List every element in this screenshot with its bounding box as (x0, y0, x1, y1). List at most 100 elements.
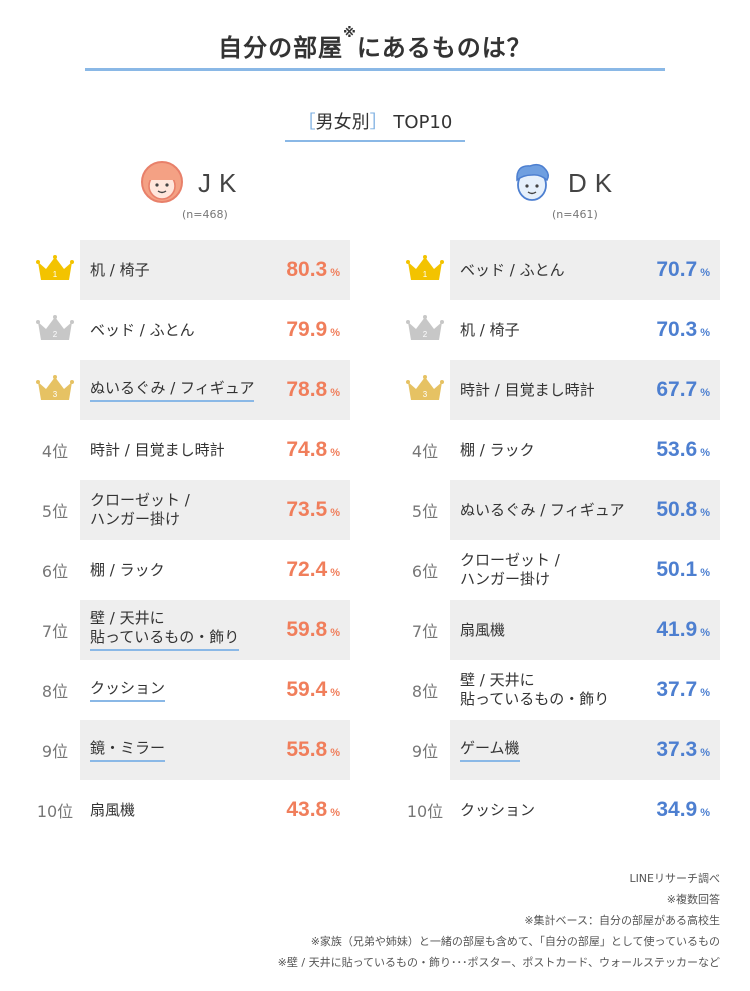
rank-label: 4位 (41, 442, 69, 461)
item-label: ベッド / ふとん (460, 260, 565, 279)
percent-value: 67.7% (656, 378, 710, 401)
rank-cell: 3 (30, 360, 80, 420)
item-cell: 壁 / 天井に 貼っているもの・飾り 59.8% (80, 600, 350, 660)
rank-cell: 5位 (30, 480, 80, 540)
item-label: 扇風機 (90, 800, 136, 819)
item-cell: ぬいるぐみ / フィギュア 78.8% (80, 360, 350, 420)
rank-cell: 7位 (30, 600, 80, 660)
table-row: 9位 鏡・ミラー 55.8% (30, 720, 360, 780)
percent-value: 43.8% (286, 798, 340, 821)
rank-cell: 3 (400, 360, 450, 420)
rank-label: 10位 (406, 802, 444, 821)
dk-sample-size: (n=461) (552, 208, 598, 221)
table-row: 4位 棚 / ラック 53.6% (400, 420, 730, 480)
percent-value: 41.9% (656, 618, 710, 641)
item-label: クローゼット / ハンガー掛け (460, 551, 560, 588)
item-cell: 机 / 椅子 80.3% (80, 240, 350, 300)
item-cell: ぬいるぐみ / フィギュア 50.8% (450, 480, 720, 540)
table-row: 9位 ゲーム機 37.3% (400, 720, 730, 780)
item-label: ぬいるぐみ / フィギュア (460, 500, 625, 519)
item-cell: 棚 / ラック 53.6% (450, 420, 720, 480)
table-row: 8位 壁 / 天井に 貼っているもの・飾り 37.7% (400, 660, 730, 720)
percent-value: 59.8% (286, 618, 340, 641)
rank-label: 5位 (41, 502, 69, 521)
svg-text:1: 1 (423, 270, 428, 279)
rank-cell: 9位 (400, 720, 450, 780)
svg-text:2: 2 (53, 330, 58, 339)
rank-cell: 4位 (400, 420, 450, 480)
rank-label: 6位 (411, 562, 439, 581)
footnote: ※集計ベース：自分の部屋がある高校生 (524, 914, 720, 927)
percent-value: 73.5% (286, 498, 340, 521)
percent-value: 37.7% (656, 678, 710, 701)
item-cell: 鏡・ミラー 55.8% (80, 720, 350, 780)
table-row: 3 ぬいるぐみ / フィギュア 78.8% (30, 360, 360, 420)
item-label: 壁 / 天井に 貼っているもの・飾り (460, 671, 610, 708)
percent-value: 74.8% (286, 438, 340, 461)
footnote: ※家族（兄弟や姉妹）と一緒の部屋も含めて、「自分の部屋」として使っているもの (310, 935, 720, 948)
rank-label: 8位 (411, 682, 439, 701)
subtitle-underline (285, 140, 465, 142)
table-row: 8位 クッション 59.4% (30, 660, 360, 720)
rank-cell: 4位 (30, 420, 80, 480)
percent-value: 70.7% (656, 258, 710, 281)
item-label: 時計 / 目覚まし時計 (90, 440, 225, 459)
item-label: ゲーム機 (460, 720, 640, 780)
rank-cell: 9位 (30, 720, 80, 780)
silver-crown-icon: 2 (36, 314, 74, 346)
percent-value: 79.9% (286, 318, 340, 341)
rank-cell: 10位 (30, 780, 80, 840)
silver-crown-icon: 2 (406, 314, 444, 346)
item-cell: 壁 / 天井に 貼っているもの・飾り 37.7% (450, 660, 720, 720)
item-label: 扇風機 (460, 620, 506, 639)
item-cell: ゲーム機 37.3% (450, 720, 720, 780)
item-label: 壁 / 天井に 貼っているもの・飾り (90, 600, 270, 660)
bronze-crown-icon: 3 (36, 374, 74, 406)
table-row: 2 ベッド / ふとん 79.9% (30, 300, 360, 360)
footnote: ※複数回答 (666, 893, 720, 906)
item-label: ベッド / ふとん (90, 320, 195, 339)
rank-label: 7位 (41, 622, 69, 641)
bronze-crown-icon: 3 (406, 374, 444, 406)
item-label: 鏡・ミラー (90, 720, 270, 780)
percent-value: 70.3% (656, 318, 710, 341)
table-row: 7位 壁 / 天井に 貼っているもの・飾り 59.8% (30, 600, 360, 660)
boy-face-icon (516, 163, 550, 201)
percent-value: 34.9% (656, 798, 710, 821)
page-title: 自分の部屋※にあるものは？ (218, 26, 532, 62)
item-cell: 扇風機 41.9% (450, 600, 720, 660)
rank-label: 7位 (411, 622, 439, 641)
item-label: 棚 / ラック (90, 560, 165, 579)
percent-value: 72.4% (286, 558, 340, 581)
item-label: クッション (90, 660, 270, 720)
rank-cell: 8位 (400, 660, 450, 720)
item-cell: ベッド / ふとん 79.9% (80, 300, 350, 360)
svg-text:3: 3 (53, 390, 58, 399)
item-cell: ベッド / ふとん 70.7% (450, 240, 720, 300)
jk-header: JK (n=468) (140, 160, 340, 221)
item-cell: 時計 / 目覚まし時計 74.8% (80, 420, 350, 480)
rank-cell: 6位 (400, 540, 450, 600)
item-cell: 棚 / ラック 72.4% (80, 540, 350, 600)
table-row: 1 机 / 椅子 80.3% (30, 240, 360, 300)
table-row: 5位 ぬいるぐみ / フィギュア 50.8% (400, 480, 730, 540)
rank-label: 5位 (411, 502, 439, 521)
rank-cell: 2 (400, 300, 450, 360)
item-label: 棚 / ラック (460, 440, 535, 459)
item-label: 机 / 椅子 (90, 260, 150, 279)
table-row: 6位 棚 / ラック 72.4% (30, 540, 360, 600)
rank-label: 9位 (411, 742, 439, 761)
svg-text:2: 2 (423, 330, 428, 339)
rank-label: 9位 (41, 742, 69, 761)
percent-value: 50.8% (656, 498, 710, 521)
percent-value: 37.3% (656, 738, 710, 761)
girl-face-icon (141, 161, 183, 203)
item-label: クローゼット / ハンガー掛け (90, 491, 190, 528)
item-cell: クッション 59.4% (80, 660, 350, 720)
footnote: ※壁 / 天井に貼っているもの・飾り･･･ポスター、ポストカード、ウォールステッ… (277, 956, 720, 969)
gold-crown-icon: 1 (406, 254, 444, 286)
table-row: 1 ベッド / ふとん 70.7% (400, 240, 730, 300)
item-cell: 机 / 椅子 70.3% (450, 300, 720, 360)
table-row: 10位 クッション 34.9% (400, 780, 730, 840)
footnotes: LINEリサーチ調べ ※複数回答 ※集計ベース：自分の部屋がある高校生 ※家族（… (20, 868, 720, 973)
